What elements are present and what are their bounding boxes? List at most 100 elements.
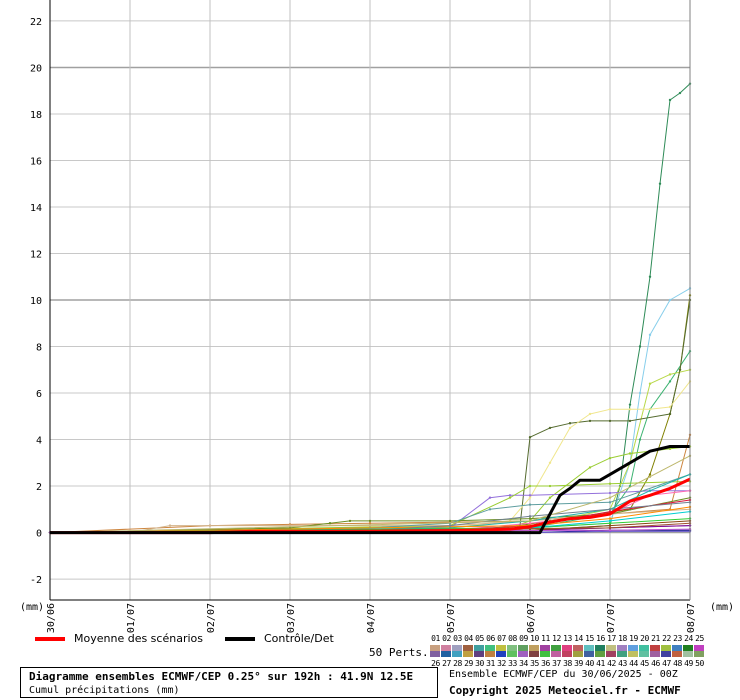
run-info: Ensemble ECMWF/CEP du 30/06/2025 - 00Z — [449, 669, 678, 680]
member-number: 43 — [618, 659, 627, 668]
y-tick-label: 18 — [30, 110, 42, 121]
member-number: 16 — [596, 634, 605, 643]
y-tick-label: 8 — [36, 343, 42, 354]
unit-label-left: (mm) — [20, 602, 44, 613]
series-point — [668, 98, 672, 102]
member-number: 28 — [453, 659, 462, 668]
series-point — [588, 419, 592, 423]
member-number: 44 — [629, 659, 638, 668]
member-swatch — [562, 651, 572, 657]
y-tick-label: -2 — [30, 575, 42, 586]
x-tick-label: 05/07 — [446, 603, 457, 633]
member-number: 20 — [640, 634, 649, 643]
series-point — [628, 403, 632, 406]
series-point — [528, 484, 532, 488]
series-point — [628, 452, 632, 455]
series-point — [528, 515, 532, 518]
member-number: 32 — [497, 659, 506, 668]
member-swatch — [551, 651, 561, 657]
series-point — [528, 496, 532, 499]
member-number: 15 — [585, 634, 594, 643]
series-point — [368, 519, 372, 523]
x-tick-label: 07/07 — [606, 603, 617, 633]
member-swatch — [562, 645, 572, 651]
series-point — [528, 517, 532, 520]
member-swatch — [540, 651, 550, 657]
member-swatch — [518, 645, 528, 651]
member-number: 38 — [563, 659, 572, 668]
y-tick-label: 22 — [30, 17, 42, 28]
member-number: 14 — [574, 634, 583, 643]
member-swatch — [595, 645, 605, 651]
series-point — [668, 380, 672, 383]
main-series-line — [50, 445, 690, 535]
member-number: 11 — [541, 634, 550, 643]
member-swatch — [507, 645, 517, 651]
series-point — [608, 408, 612, 411]
series-point — [648, 408, 652, 411]
series-point — [548, 484, 552, 488]
member-number: 33 — [508, 659, 517, 668]
member-swatch — [650, 651, 660, 657]
member-number: 37 — [552, 659, 561, 668]
series-point — [568, 422, 572, 425]
member-number: 47 — [662, 659, 671, 668]
member-swatch — [551, 645, 561, 651]
member-number: 24 — [684, 634, 693, 643]
member-number: 45 — [640, 659, 649, 668]
series-group — [48, 82, 692, 535]
y-tick-label: 2 — [36, 482, 42, 493]
member-swatch — [617, 645, 627, 651]
member-number: 29 — [464, 659, 473, 668]
series-point — [608, 496, 612, 499]
series-point — [528, 522, 532, 525]
member-swatch — [485, 651, 495, 657]
x-tick-label: 03/07 — [286, 603, 297, 633]
x-tick-label: 08/07 — [686, 603, 697, 633]
member-number: 30 — [475, 659, 484, 668]
member-number: 19 — [629, 634, 638, 643]
series-point — [638, 438, 642, 441]
member-series-line — [49, 473, 691, 534]
series-point — [678, 91, 682, 95]
x-tick-label: 04/07 — [366, 603, 377, 633]
series-point — [628, 408, 632, 411]
member-swatch — [595, 651, 605, 657]
member-swatch — [452, 651, 462, 657]
x-tick-label: 02/07 — [206, 603, 217, 633]
member-swatch — [452, 645, 462, 651]
member-swatch — [474, 651, 484, 657]
member-swatch — [628, 651, 638, 657]
series-point — [568, 426, 572, 430]
series-point — [608, 519, 612, 523]
member-number: 05 — [475, 634, 484, 643]
member-swatch — [661, 651, 671, 657]
legend-control-label: Contrôle/Det — [264, 632, 334, 645]
series-point — [528, 436, 532, 439]
series-point — [648, 473, 652, 476]
perts-label: 50 Perts. — [369, 646, 429, 659]
series-point — [548, 496, 552, 499]
member-swatch — [485, 645, 495, 651]
x-tick-label: 30/06 — [46, 603, 57, 633]
series-point — [288, 524, 292, 527]
series-point — [608, 419, 612, 423]
member-number: 04 — [464, 634, 473, 643]
series-point — [528, 519, 532, 523]
copyright: Copyright 2025 Meteociel.fr - ECMWF — [449, 684, 681, 697]
member-swatch — [694, 645, 704, 651]
member-swatch — [540, 645, 550, 651]
member-number: 07 — [497, 634, 506, 643]
member-number: 10 — [530, 634, 539, 643]
series-point — [528, 503, 532, 506]
member-number: 49 — [684, 659, 693, 668]
member-number: 22 — [662, 634, 671, 643]
series-point — [608, 491, 612, 495]
member-number: 09 — [519, 634, 528, 643]
series-point — [608, 508, 612, 511]
member-number: 41 — [596, 659, 605, 668]
series-point — [608, 517, 612, 520]
member-number: 39 — [574, 659, 583, 668]
member-swatch — [496, 651, 506, 657]
legend-mean-swatch — [35, 637, 65, 641]
